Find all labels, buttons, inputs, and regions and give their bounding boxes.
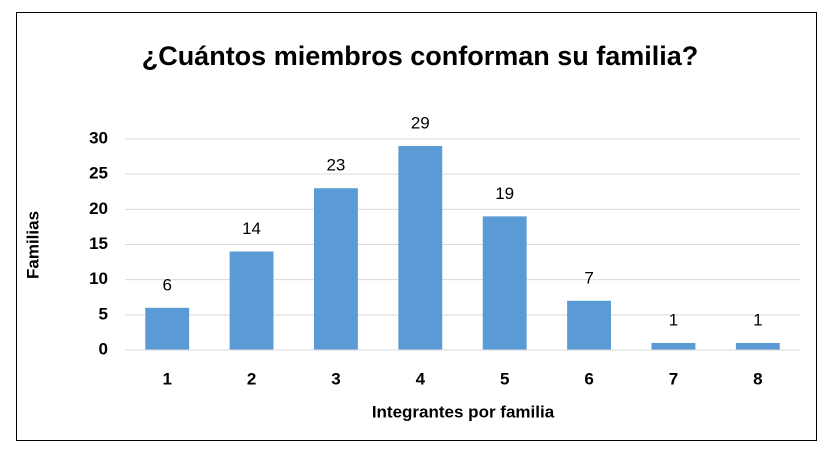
data-label: 7 [584, 268, 593, 287]
bar [651, 342, 696, 350]
bar [145, 307, 190, 350]
y-tick-label: 10 [89, 269, 108, 288]
y-tick-label: 15 [89, 234, 108, 253]
data-label: 1 [753, 310, 762, 329]
data-label: 6 [162, 275, 171, 294]
bar [735, 342, 780, 350]
y-axis-label: Familias [23, 211, 42, 279]
x-tick-label: 6 [584, 369, 593, 388]
y-tick-label: 20 [89, 199, 108, 218]
data-label: 19 [495, 184, 514, 203]
x-tick-label: 5 [500, 369, 509, 388]
bar [398, 146, 443, 350]
x-tick-label: 1 [162, 369, 171, 388]
x-axis-label: Integrantes por familia [372, 402, 555, 421]
y-tick-label: 25 [89, 164, 108, 183]
x-tick-label: 4 [416, 369, 426, 388]
y-tick-label: 0 [99, 339, 108, 358]
y-tick-label: 5 [99, 304, 108, 323]
data-label: 23 [326, 156, 345, 175]
x-tick-label: 3 [331, 369, 340, 388]
bar [314, 188, 358, 350]
data-label: 1 [669, 310, 678, 329]
x-tick-label: 8 [753, 369, 762, 388]
x-tick-label: 2 [247, 369, 256, 388]
bar [567, 300, 611, 350]
bar [229, 251, 274, 350]
bar [482, 216, 527, 350]
chart-title: ¿Cuántos miembros conforman su familia? [141, 41, 699, 71]
data-label: 14 [242, 219, 261, 238]
data-label: 29 [411, 114, 430, 133]
y-tick-label: 30 [89, 128, 108, 147]
x-tick-label: 7 [669, 369, 678, 388]
